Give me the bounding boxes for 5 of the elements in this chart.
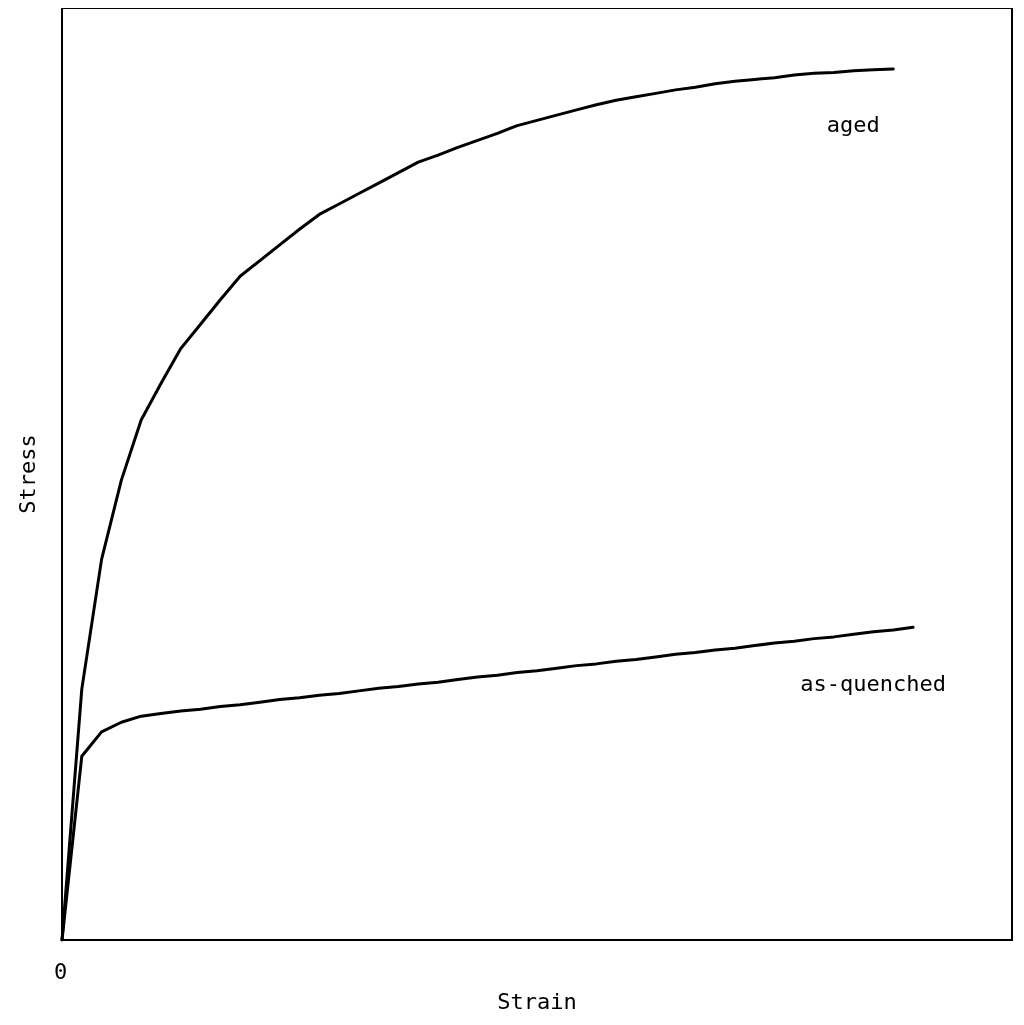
text: 0 — [54, 958, 68, 984]
y-axis-title: Stress — [14, 434, 40, 514]
series-label: aged — [826, 112, 880, 138]
x-axis-title: Strain — [497, 988, 577, 1014]
series-label: as-quenched — [800, 670, 946, 696]
